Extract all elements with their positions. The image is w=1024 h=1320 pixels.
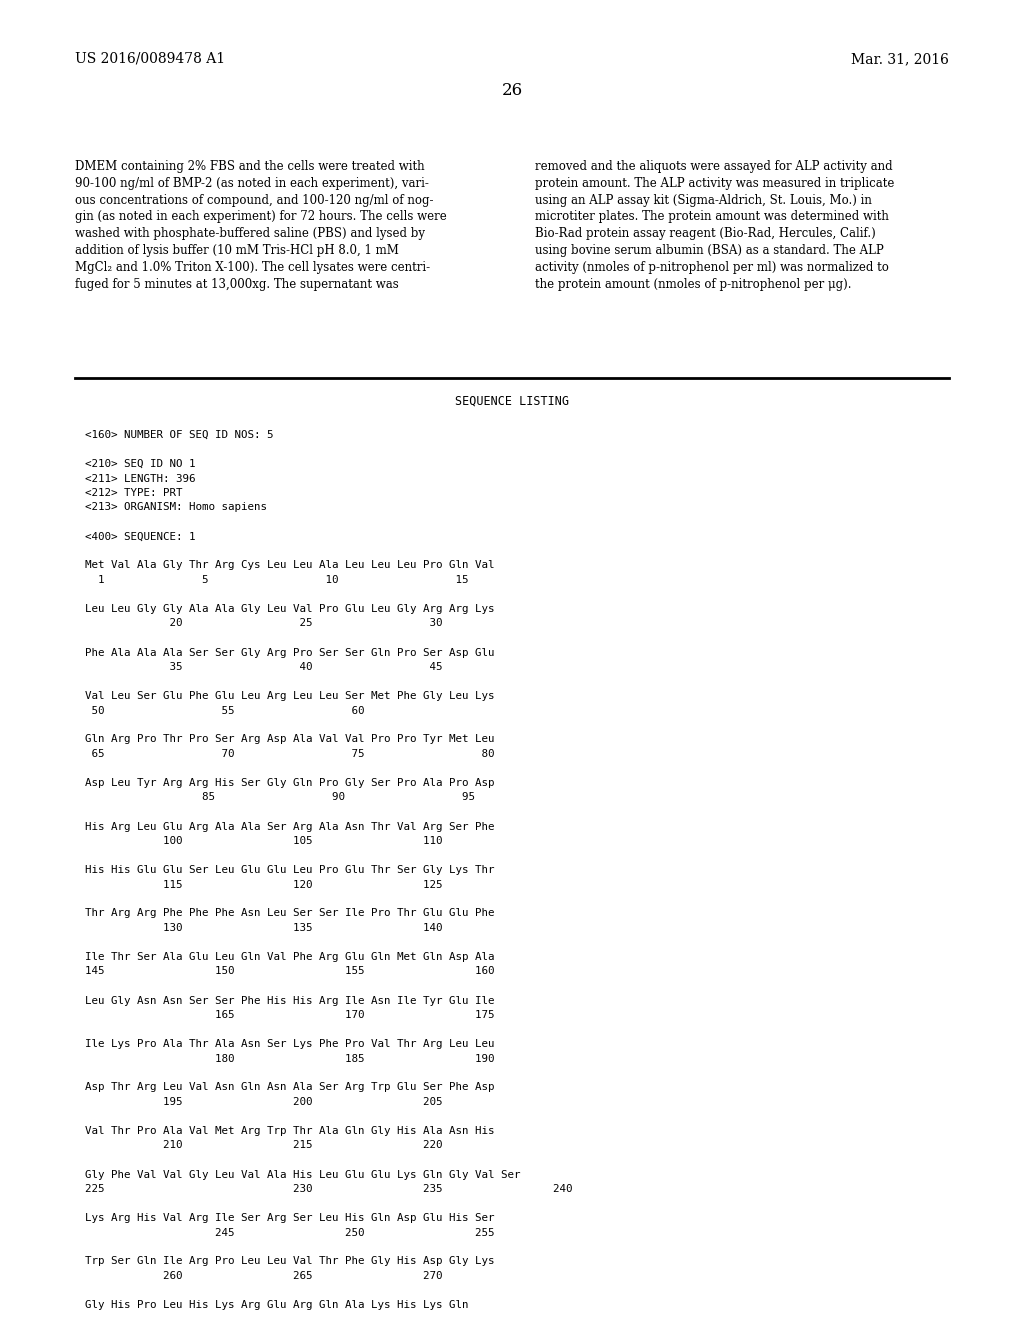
Text: 165                 170                 175: 165 170 175 — [85, 1010, 495, 1020]
Text: 245                 250                 255: 245 250 255 — [85, 1228, 495, 1238]
Text: His His Glu Glu Ser Leu Glu Glu Leu Pro Glu Thr Ser Gly Lys Thr: His His Glu Glu Ser Leu Glu Glu Leu Pro … — [85, 865, 495, 875]
Text: 65                  70                  75                  80: 65 70 75 80 — [85, 748, 495, 759]
Text: Asp Thr Arg Leu Val Asn Gln Asn Ala Ser Arg Trp Glu Ser Phe Asp: Asp Thr Arg Leu Val Asn Gln Asn Ala Ser … — [85, 1082, 495, 1093]
Text: 115                 120                 125: 115 120 125 — [85, 879, 442, 890]
Text: 225                             230                 235                 240: 225 230 235 240 — [85, 1184, 572, 1195]
Text: 100                 105                 110: 100 105 110 — [85, 836, 442, 846]
Text: 145                 150                 155                 160: 145 150 155 160 — [85, 966, 495, 977]
Text: His Arg Leu Glu Arg Ala Ala Ser Arg Ala Asn Thr Val Arg Ser Phe: His Arg Leu Glu Arg Ala Ala Ser Arg Ala … — [85, 821, 495, 832]
Text: Phe Ala Ala Ala Ser Ser Gly Arg Pro Ser Ser Gln Pro Ser Asp Glu: Phe Ala Ala Ala Ser Ser Gly Arg Pro Ser … — [85, 648, 495, 657]
Text: SEQUENCE LISTING: SEQUENCE LISTING — [455, 395, 569, 408]
Text: US 2016/0089478 A1: US 2016/0089478 A1 — [75, 51, 225, 66]
Text: Thr Arg Arg Phe Phe Phe Asn Leu Ser Ser Ile Pro Thr Glu Glu Phe: Thr Arg Arg Phe Phe Phe Asn Leu Ser Ser … — [85, 908, 495, 919]
Text: <213> ORGANISM: Homo sapiens: <213> ORGANISM: Homo sapiens — [85, 503, 267, 512]
Text: Leu Leu Gly Gly Ala Ala Gly Leu Val Pro Glu Leu Gly Arg Arg Lys: Leu Leu Gly Gly Ala Ala Gly Leu Val Pro … — [85, 605, 495, 614]
Text: 20                  25                  30: 20 25 30 — [85, 619, 442, 628]
Text: <160> NUMBER OF SEQ ID NOS: 5: <160> NUMBER OF SEQ ID NOS: 5 — [85, 430, 273, 440]
Text: removed and the aliquots were assayed for ALP activity and
protein amount. The A: removed and the aliquots were assayed fo… — [535, 160, 894, 290]
Text: 180                 185                 190: 180 185 190 — [85, 1053, 495, 1064]
Text: Gln Arg Pro Thr Pro Ser Arg Asp Ala Val Val Pro Pro Tyr Met Leu: Gln Arg Pro Thr Pro Ser Arg Asp Ala Val … — [85, 734, 495, 744]
Text: 50                  55                  60: 50 55 60 — [85, 705, 365, 715]
Text: Mar. 31, 2016: Mar. 31, 2016 — [851, 51, 949, 66]
Text: Leu Gly Asn Asn Ser Ser Phe His His Arg Ile Asn Ile Tyr Glu Ile: Leu Gly Asn Asn Ser Ser Phe His His Arg … — [85, 995, 495, 1006]
Text: Ile Thr Ser Ala Glu Leu Gln Val Phe Arg Glu Gln Met Gln Asp Ala: Ile Thr Ser Ala Glu Leu Gln Val Phe Arg … — [85, 952, 495, 962]
Text: Val Leu Ser Glu Phe Glu Leu Arg Leu Leu Ser Met Phe Gly Leu Lys: Val Leu Ser Glu Phe Glu Leu Arg Leu Leu … — [85, 690, 495, 701]
Text: Val Thr Pro Ala Val Met Arg Trp Thr Ala Gln Gly His Ala Asn His: Val Thr Pro Ala Val Met Arg Trp Thr Ala … — [85, 1126, 495, 1137]
Text: 26: 26 — [502, 82, 522, 99]
Text: <400> SEQUENCE: 1: <400> SEQUENCE: 1 — [85, 532, 196, 541]
Text: Trp Ser Gln Ile Arg Pro Leu Leu Val Thr Phe Gly His Asp Gly Lys: Trp Ser Gln Ile Arg Pro Leu Leu Val Thr … — [85, 1257, 495, 1266]
Text: 260                 265                 270: 260 265 270 — [85, 1271, 442, 1280]
Text: Ile Lys Pro Ala Thr Ala Asn Ser Lys Phe Pro Val Thr Arg Leu Leu: Ile Lys Pro Ala Thr Ala Asn Ser Lys Phe … — [85, 1039, 495, 1049]
Text: Met Val Ala Gly Thr Arg Cys Leu Leu Ala Leu Leu Leu Pro Gln Val: Met Val Ala Gly Thr Arg Cys Leu Leu Ala … — [85, 561, 495, 570]
Text: 210                 215                 220: 210 215 220 — [85, 1140, 442, 1151]
Text: Lys Arg His Val Arg Ile Ser Arg Ser Leu His Gln Asp Glu His Ser: Lys Arg His Val Arg Ile Ser Arg Ser Leu … — [85, 1213, 495, 1224]
Text: 1               5                  10                  15: 1 5 10 15 — [85, 576, 469, 585]
Text: <212> TYPE: PRT: <212> TYPE: PRT — [85, 488, 182, 498]
Text: <211> LENGTH: 396: <211> LENGTH: 396 — [85, 474, 196, 483]
Text: 35                  40                  45: 35 40 45 — [85, 663, 442, 672]
Text: Gly His Pro Leu His Lys Arg Glu Arg Gln Ala Lys His Lys Gln: Gly His Pro Leu His Lys Arg Glu Arg Gln … — [85, 1300, 469, 1309]
Text: 130                 135                 140: 130 135 140 — [85, 923, 442, 933]
Text: Asp Leu Tyr Arg Arg His Ser Gly Gln Pro Gly Ser Pro Ala Pro Asp: Asp Leu Tyr Arg Arg His Ser Gly Gln Pro … — [85, 777, 495, 788]
Text: Gly Phe Val Val Gly Leu Val Ala His Leu Glu Glu Lys Gln Gly Val Ser: Gly Phe Val Val Gly Leu Val Ala His Leu … — [85, 1170, 520, 1180]
Text: 195                 200                 205: 195 200 205 — [85, 1097, 442, 1107]
Text: DMEM containing 2% FBS and the cells were treated with
90-100 ng/ml of BMP-2 (as: DMEM containing 2% FBS and the cells wer… — [75, 160, 446, 290]
Text: 85                  90                  95: 85 90 95 — [85, 792, 475, 803]
Text: <210> SEQ ID NO 1: <210> SEQ ID NO 1 — [85, 459, 196, 469]
